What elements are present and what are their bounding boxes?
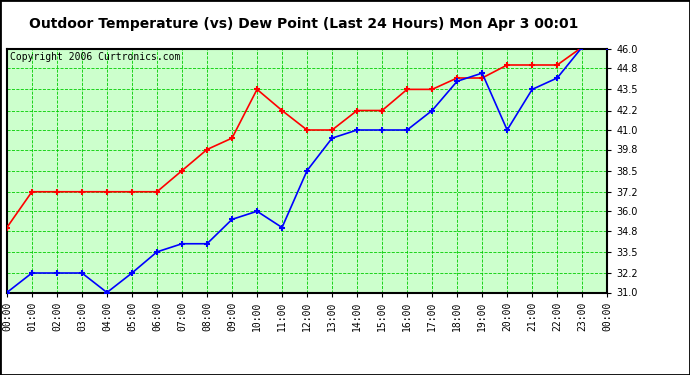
Text: Outdoor Temperature (vs) Dew Point (Last 24 Hours) Mon Apr 3 00:01: Outdoor Temperature (vs) Dew Point (Last… bbox=[29, 17, 578, 31]
Text: Copyright 2006 Curtronics.com: Copyright 2006 Curtronics.com bbox=[10, 53, 180, 62]
